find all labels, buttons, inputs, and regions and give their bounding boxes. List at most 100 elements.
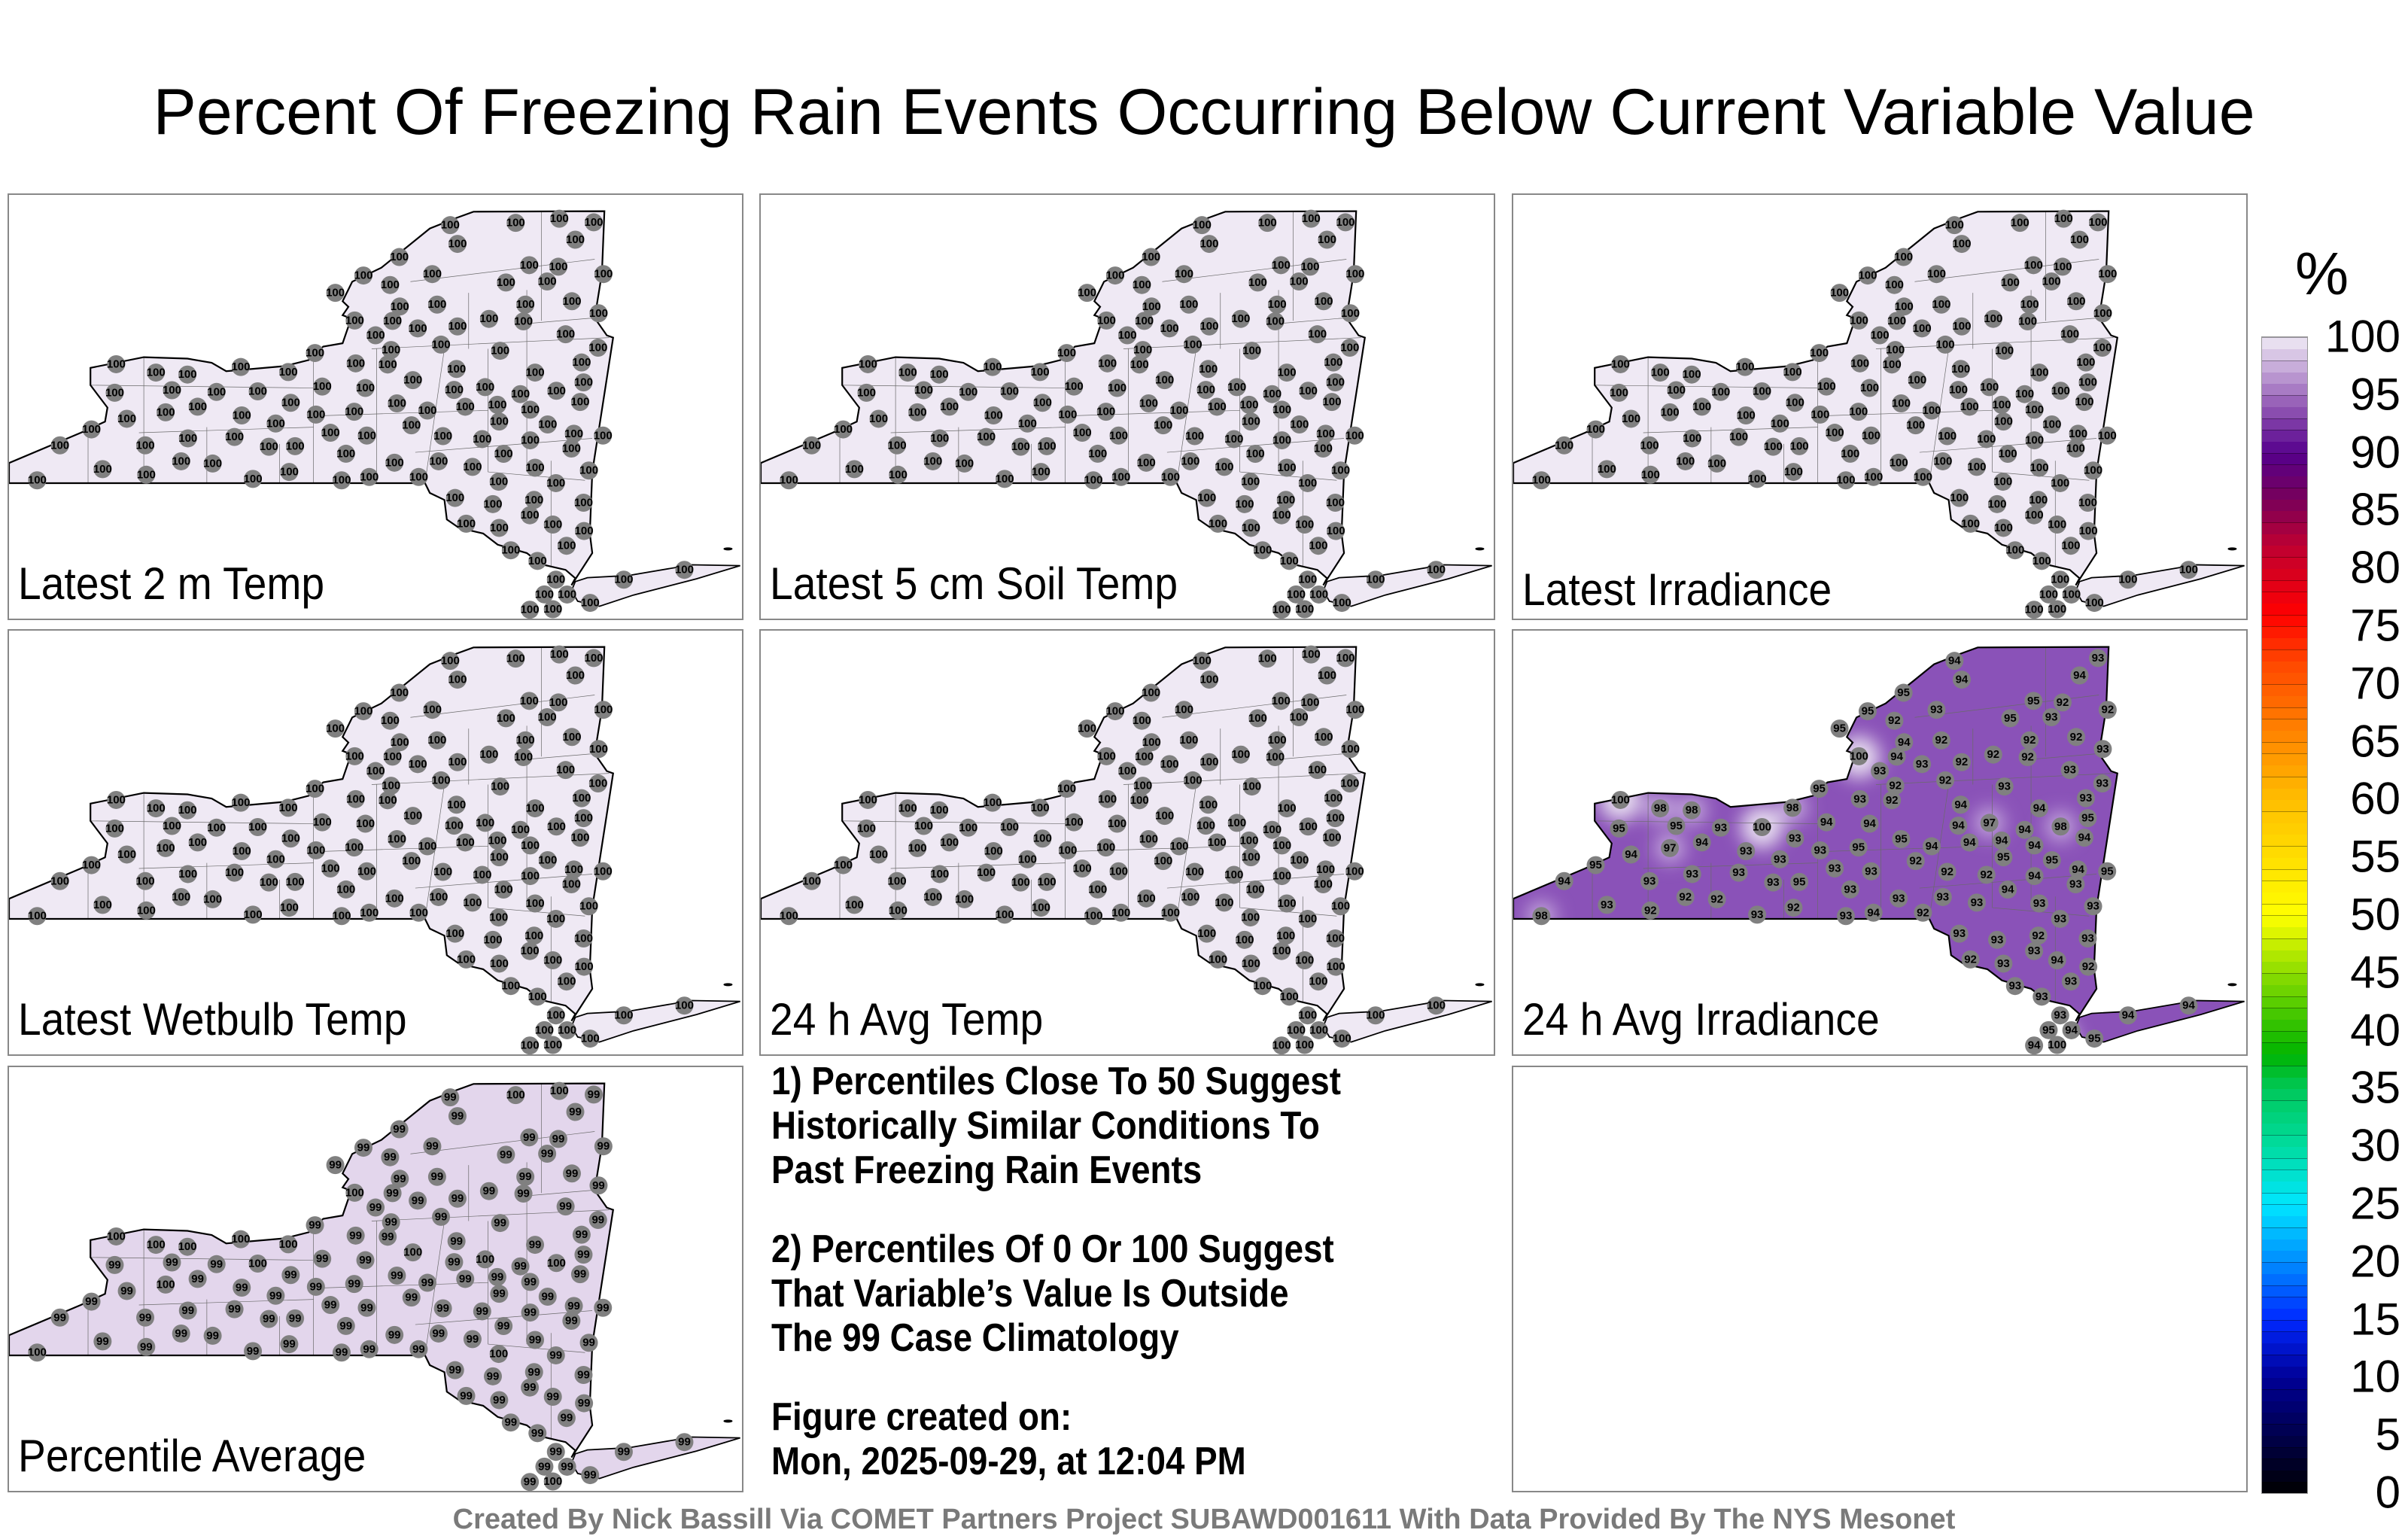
station-value: 99 — [541, 1291, 554, 1303]
station-marker: 100 — [1309, 972, 1327, 991]
station-marker: 100 — [1215, 458, 1233, 476]
station-dot — [1914, 903, 1932, 922]
station-dot — [888, 436, 907, 455]
station-dot — [346, 354, 365, 373]
station-marker: 100 — [546, 909, 565, 928]
county-line — [90, 385, 314, 388]
colorbar-band — [2262, 1227, 2307, 1239]
station-marker: 100 — [1084, 907, 1102, 926]
station-value: 100 — [1640, 439, 1659, 452]
station-marker: 100 — [1611, 354, 1630, 373]
station-dot — [494, 445, 513, 464]
station-dot — [1302, 209, 1321, 228]
station-dot — [566, 1103, 585, 1121]
station-value: 94 — [1948, 655, 1961, 668]
station-marker: 100 — [1272, 1036, 1291, 1054]
station-dot — [570, 1265, 589, 1284]
station-value: 100 — [402, 855, 421, 868]
station-value: 100 — [1327, 960, 1345, 973]
station-dot — [429, 1324, 448, 1343]
station-value: 94 — [1996, 834, 2008, 847]
station-dot — [2029, 926, 2048, 945]
station-value: 100 — [845, 899, 864, 911]
station-dot — [1967, 893, 1986, 912]
credits-footer: Created By Nick Bassill Via COMET Partne… — [452, 1504, 1956, 1535]
station-marker: 94 — [1951, 795, 1970, 814]
station-marker: 100 — [82, 856, 101, 874]
station-dot — [1984, 745, 2002, 764]
station-marker: 100 — [1314, 292, 1333, 311]
station-dot — [147, 363, 166, 382]
station-marker: 100 — [1341, 304, 1360, 323]
station-value: 100 — [572, 356, 591, 369]
station-value: 99 — [388, 1328, 401, 1341]
station-marker: 100 — [2029, 491, 2048, 509]
station-marker: 100 — [147, 1236, 166, 1255]
station-value: 100 — [558, 588, 576, 601]
station-dot — [2020, 295, 2039, 314]
station-value: 100 — [457, 953, 476, 966]
colorbar-band — [2262, 1296, 2307, 1309]
station-marker: 95 — [1830, 719, 1849, 738]
station-marker: 100 — [1268, 295, 1287, 314]
station-dot — [2070, 666, 2089, 685]
station-dot — [418, 1273, 437, 1292]
station-value: 100 — [1109, 865, 1128, 877]
station-value: 100 — [1864, 470, 1883, 483]
station-value: 100 — [1175, 704, 1193, 716]
station-value: 94 — [1867, 906, 1880, 919]
station-value: 100 — [1266, 315, 1285, 328]
station-marker: 100 — [225, 863, 244, 882]
colorbar-band — [2262, 360, 2307, 373]
station-dot — [520, 692, 539, 710]
station-dot — [1242, 777, 1261, 796]
station-value: 100 — [543, 518, 562, 531]
station-dot — [1995, 342, 2014, 360]
station-value: 95 — [2088, 1033, 2101, 1045]
station-marker: 93 — [1994, 954, 2013, 973]
station-dot — [2118, 1006, 2137, 1025]
station-dot — [511, 1257, 530, 1276]
station-value: 100 — [1345, 865, 1364, 877]
station-dot — [1241, 473, 1260, 491]
station-value: 100 — [2061, 540, 2080, 552]
station-marker: 100 — [526, 799, 545, 818]
colorbar-band — [2262, 1377, 2307, 1390]
station-marker: 100 — [1326, 373, 1345, 392]
station-marker: 100 — [535, 585, 554, 604]
station-marker: 100 — [1729, 427, 1748, 446]
station-marker: 100 — [1160, 319, 1179, 338]
station-marker: 100 — [1209, 514, 1227, 533]
station-value: 100 — [117, 848, 136, 861]
station-dot — [441, 216, 460, 235]
station-marker: 99 — [564, 1297, 583, 1315]
station-marker: 100 — [1300, 693, 1319, 712]
station-dot — [1278, 458, 1297, 477]
station-marker: 100 — [1276, 926, 1295, 945]
station-dot — [2061, 972, 2080, 991]
station-value: 100 — [526, 367, 545, 379]
station-dot — [225, 1300, 244, 1319]
station-dot — [2093, 304, 2112, 323]
station-dot — [1886, 777, 1905, 795]
station-value: 100 — [1298, 912, 1317, 925]
station-marker: 100 — [1193, 652, 1212, 671]
station-marker: 99 — [402, 1288, 421, 1307]
station-marker: 100 — [286, 436, 305, 455]
station-marker: 93 — [1862, 862, 1880, 881]
station-value: 100 — [556, 764, 575, 777]
station-marker: 98 — [1683, 801, 1701, 820]
station-dot — [457, 1386, 476, 1405]
station-value: 100 — [1253, 980, 1272, 993]
station-marker: 100 — [1224, 430, 1243, 449]
station-marker: 100 — [1318, 666, 1336, 685]
station-value: 100 — [1246, 884, 1265, 896]
station-value: 95 — [1997, 851, 2010, 864]
station-dot — [1913, 755, 1932, 774]
station-dot — [996, 470, 1014, 488]
station-dot — [1199, 795, 1218, 814]
station-value: 100 — [1290, 854, 1309, 867]
station-value: 100 — [1235, 497, 1254, 510]
station-dot — [2093, 339, 2112, 357]
station-marker: 100 — [1850, 311, 1868, 330]
